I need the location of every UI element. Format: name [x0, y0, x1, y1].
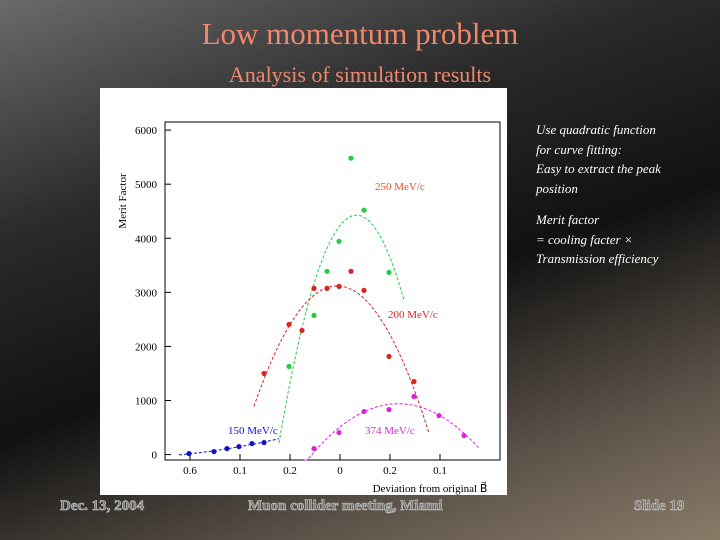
point — [324, 285, 330, 291]
footer-event: Muon collider meeting, Miami — [248, 498, 443, 515]
point — [311, 312, 317, 318]
point — [336, 238, 342, 244]
notes: Use quadratic function for curve fitting:… — [536, 120, 661, 269]
x-tick-label: 0.2 — [383, 465, 397, 477]
y-tick-label: 2000 — [135, 341, 158, 353]
fit-curve — [278, 214, 405, 443]
x-tick-label: 0.1 — [433, 465, 447, 477]
x-tick-label: 0.1 — [233, 465, 247, 477]
x-tick-label: 0.6 — [183, 465, 197, 477]
x-axis-label: Deviation from original B⃗ — [373, 481, 488, 495]
point — [261, 370, 267, 377]
point — [386, 353, 392, 360]
footer-slide: Slide 19 — [634, 498, 685, 515]
footer-date: Dec. 13, 2004 — [60, 498, 145, 515]
y-tick-label: 5000 — [135, 179, 158, 191]
note-line: Use quadratic function — [536, 122, 656, 137]
note-line: Merit factor — [536, 212, 600, 227]
plot-frame — [164, 121, 501, 461]
chart-bg — [100, 88, 507, 495]
y-tick-label: 6000 — [135, 125, 158, 137]
point — [436, 412, 442, 419]
fit-curve — [304, 403, 480, 461]
point — [411, 378, 417, 385]
x-tick-label: 0.2 — [283, 465, 297, 477]
note-line: position — [536, 180, 578, 196]
point — [286, 363, 292, 370]
point — [361, 287, 367, 293]
point — [311, 445, 317, 452]
slide-subtitle: Analysis of simulation results — [228, 62, 492, 87]
y-axis-label: Merit Factor — [117, 173, 129, 229]
point — [348, 155, 354, 161]
series-label: 150 MeV/c — [228, 425, 278, 437]
note-line: Easy to extract the peak — [536, 161, 661, 176]
note-line: for curve fitting: — [536, 141, 622, 157]
y-tick-label: 4000 — [135, 233, 158, 245]
point — [236, 443, 242, 450]
point — [211, 448, 217, 455]
point — [386, 406, 392, 413]
point — [224, 445, 230, 452]
note-line: = cooling facter × — [536, 231, 633, 247]
y-tick-label: 0 — [152, 450, 158, 462]
point — [361, 408, 367, 415]
slide-title: Low momentum problem — [201, 16, 519, 51]
note-line: Transmission efficiency — [536, 251, 659, 266]
chart: 0 1000 2000 3000 4000 5000 6000 0.6 0.1 0.2 0 0.2 0.… — [100, 88, 507, 495]
point — [299, 327, 305, 334]
series-label: 374 MeV/c — [365, 425, 415, 437]
point — [186, 450, 192, 457]
point — [336, 283, 342, 289]
y-tick-label: 3000 — [135, 287, 158, 299]
series-label: 250 MeV/c — [375, 181, 425, 193]
y-tick-label: 1000 — [135, 396, 158, 408]
point — [336, 429, 342, 436]
point — [286, 321, 292, 328]
point — [249, 440, 255, 447]
series-label: 200 MeV/c — [388, 309, 438, 321]
point — [348, 268, 354, 274]
point — [411, 393, 417, 400]
point — [386, 269, 392, 275]
point — [324, 268, 330, 274]
point — [261, 439, 267, 446]
x-tick-label: 0 — [337, 465, 343, 477]
point — [461, 432, 467, 439]
point — [311, 285, 317, 291]
point — [361, 207, 367, 213]
